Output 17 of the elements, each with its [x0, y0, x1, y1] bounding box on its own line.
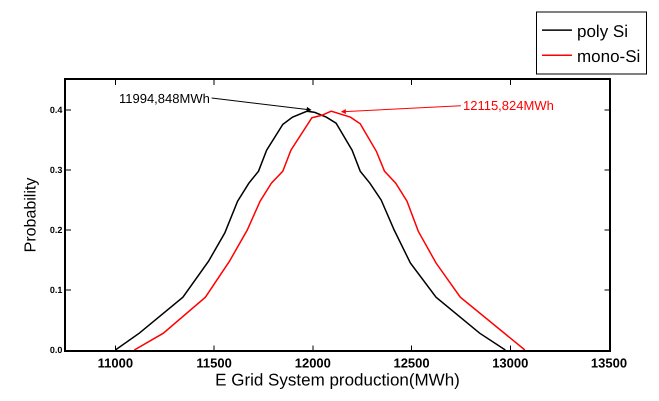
x-axis-title: E Grid System production(MWh) [215, 370, 460, 390]
y-axis-title: Probability [22, 178, 40, 252]
y-tick-label: 0.0 [50, 345, 62, 356]
legend-label: poly Si [577, 22, 628, 41]
y-tick-label: 0.3 [50, 165, 62, 176]
annotation: 12115,824MWh [463, 98, 554, 113]
y-tick-label: 0.4 [50, 105, 62, 116]
y-tick-label: 0.1 [50, 285, 62, 296]
legend-label: mono-Si [577, 46, 640, 66]
x-tick-label: 11000 [98, 355, 134, 370]
x-tick-label: 13500 [590, 355, 628, 370]
annotation: 11994,848MWh [119, 91, 210, 106]
x-tick-label: 12000 [294, 355, 331, 370]
x-tick-label: 13000 [492, 355, 528, 370]
y-tick-label: 0.2 [50, 225, 62, 236]
x-tick-label: 11500 [196, 355, 232, 370]
x-tick-label: 12500 [393, 355, 430, 370]
